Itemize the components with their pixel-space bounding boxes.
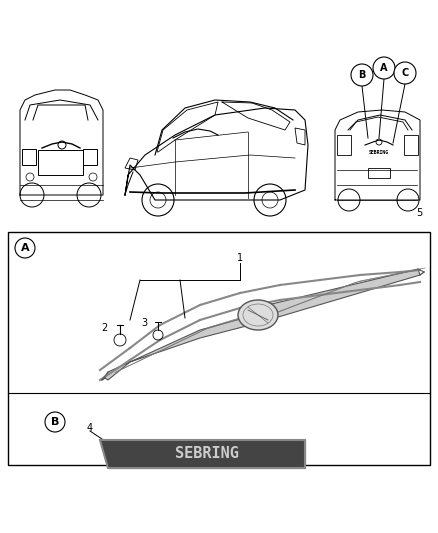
Text: C: C <box>401 68 409 78</box>
Polygon shape <box>255 269 420 323</box>
Polygon shape <box>105 315 258 380</box>
Text: 1: 1 <box>237 253 243 263</box>
Text: A: A <box>380 63 388 73</box>
Ellipse shape <box>238 300 278 330</box>
Circle shape <box>394 62 416 84</box>
Text: 3: 3 <box>141 318 147 328</box>
Bar <box>83 149 97 165</box>
Bar <box>368 168 390 178</box>
Bar <box>38 150 83 175</box>
Circle shape <box>373 57 395 79</box>
Text: 2: 2 <box>101 323 107 333</box>
Bar <box>22 149 36 165</box>
Circle shape <box>351 64 373 86</box>
Text: SEBRING: SEBRING <box>175 447 238 462</box>
Text: 4: 4 <box>87 423 93 433</box>
Circle shape <box>45 412 65 432</box>
Bar <box>404 135 418 155</box>
Circle shape <box>15 238 35 258</box>
Text: B: B <box>358 70 366 80</box>
Bar <box>337 135 351 155</box>
Polygon shape <box>100 440 305 468</box>
Text: SEBRING: SEBRING <box>369 149 389 155</box>
Bar <box>8 232 430 465</box>
Text: A: A <box>21 243 29 253</box>
Text: 5: 5 <box>416 208 422 218</box>
Text: B: B <box>51 417 59 427</box>
